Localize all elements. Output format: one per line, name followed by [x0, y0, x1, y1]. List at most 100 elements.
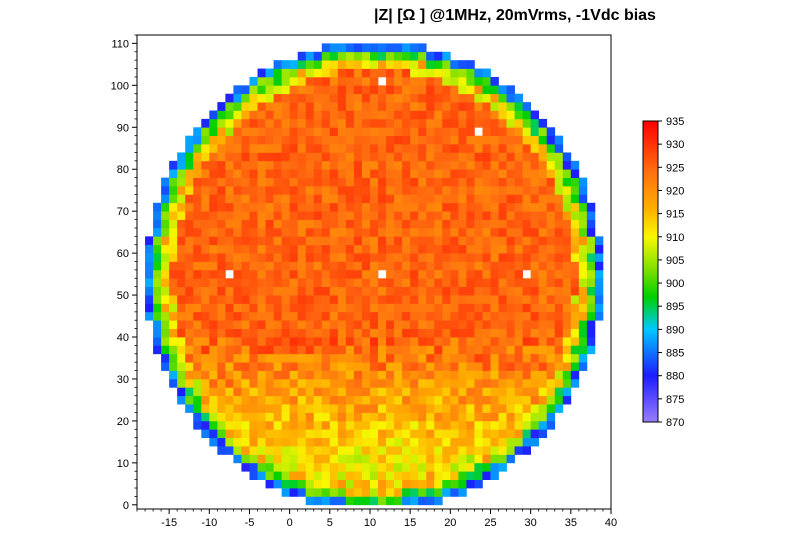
heatmap-cell	[554, 244, 564, 254]
heatmap-cell	[418, 311, 427, 321]
heatmap-cell	[273, 387, 282, 397]
heatmap-cell	[442, 227, 451, 237]
heatmap-cell	[570, 186, 580, 195]
heatmap-cell	[257, 169, 266, 178]
heatmap-cell	[321, 177, 331, 187]
heatmap-cell	[418, 278, 427, 288]
heatmap-cell	[490, 278, 499, 288]
heatmap-cell	[281, 102, 290, 111]
heatmap-cell	[458, 186, 467, 195]
heatmap-cell	[530, 261, 540, 271]
heatmap-cell	[482, 253, 491, 262]
heatmap-cell	[498, 395, 507, 405]
heatmap-cell	[289, 169, 299, 178]
heatmap-cell	[426, 169, 435, 178]
heatmap-cell	[241, 429, 250, 439]
heatmap-cell	[378, 51, 387, 61]
heatmap-cell	[506, 85, 515, 95]
heatmap-cell	[345, 337, 355, 346]
heatmap-cell	[257, 471, 266, 480]
colorbar-tick-label: 890	[666, 324, 684, 336]
heatmap-cell	[570, 211, 580, 220]
heatmap-cell	[402, 370, 411, 380]
heatmap-cell	[442, 194, 451, 204]
heatmap-cell	[386, 76, 395, 86]
heatmap-cell	[369, 437, 379, 447]
heatmap-cell	[434, 429, 443, 439]
heatmap-cell	[450, 127, 459, 137]
heatmap-cell	[482, 311, 491, 321]
heatmap-cell	[418, 160, 427, 170]
heatmap-cell	[369, 295, 379, 304]
heatmap-cell	[305, 412, 315, 422]
heatmap-cell	[185, 387, 194, 397]
heatmap-cell	[514, 177, 523, 187]
heatmap-cell	[386, 186, 395, 195]
heatmap-cell	[233, 211, 242, 220]
heatmap-cell	[289, 345, 299, 355]
heatmap-cell	[378, 202, 387, 212]
heatmap-cell	[514, 412, 523, 422]
heatmap-cell	[458, 76, 467, 86]
heatmap-cell	[498, 462, 507, 472]
heatmap-cell	[249, 295, 258, 304]
heatmap-cell	[538, 278, 548, 288]
heatmap-cell	[281, 227, 290, 237]
heatmap-cell	[586, 202, 596, 212]
heatmap-cell	[249, 269, 258, 279]
heatmap-cell	[410, 219, 419, 229]
y-tick-label: 80	[117, 164, 129, 176]
heatmap-cell	[546, 144, 556, 153]
heatmap-cell	[426, 353, 435, 363]
heatmap-cell	[450, 387, 459, 397]
heatmap-cell	[578, 194, 588, 204]
heatmap-cell	[410, 118, 419, 128]
heatmap-cell	[177, 311, 186, 321]
heatmap-cell	[394, 488, 403, 497]
heatmap-cell	[402, 85, 411, 95]
heatmap-cell	[321, 311, 331, 321]
heatmap-cell	[482, 93, 491, 103]
heatmap-cell	[305, 404, 315, 413]
heatmap-cell	[201, 345, 210, 355]
heatmap-cell	[329, 471, 339, 480]
heatmap-cell	[289, 261, 299, 271]
heatmap-cell	[466, 446, 475, 455]
heatmap-cell	[458, 412, 467, 422]
heatmap-cell	[169, 253, 178, 262]
heatmap-cell	[514, 320, 523, 329]
heatmap-cell	[305, 437, 315, 447]
heatmap-cell	[498, 337, 507, 346]
heatmap-cell	[305, 295, 315, 304]
heatmap-cell	[217, 211, 226, 220]
heatmap-cell	[185, 311, 194, 321]
heatmap-cell	[546, 362, 556, 371]
heatmap-cell	[321, 328, 331, 338]
heatmap-cell	[578, 177, 588, 187]
heatmap-cell	[490, 345, 499, 355]
heatmap-cell	[305, 227, 315, 237]
heatmap-cell	[538, 429, 548, 439]
heatmap-cell	[249, 471, 258, 480]
heatmap-cell	[514, 378, 523, 388]
heatmap-cell	[337, 68, 347, 78]
heatmap-cell	[450, 227, 459, 237]
heatmap-cell	[394, 253, 403, 262]
heatmap-cell	[273, 454, 282, 464]
heatmap-cell	[169, 286, 178, 296]
heatmap-cell	[361, 43, 371, 53]
heatmap-cell	[450, 471, 459, 480]
heatmap-cell	[289, 227, 299, 237]
heatmap-cell	[225, 370, 234, 380]
heatmap-cell	[426, 446, 435, 455]
heatmap-cell	[233, 118, 242, 128]
heatmap-cell	[177, 353, 186, 363]
heatmap-cell	[185, 404, 194, 413]
heatmap-cell	[482, 68, 491, 78]
heatmap-cell	[337, 76, 347, 86]
heatmap-cell	[329, 353, 339, 363]
heatmap-cell	[594, 295, 604, 304]
heatmap-cell	[434, 169, 443, 178]
heatmap-cell	[418, 345, 427, 355]
heatmap-cell	[514, 102, 523, 111]
